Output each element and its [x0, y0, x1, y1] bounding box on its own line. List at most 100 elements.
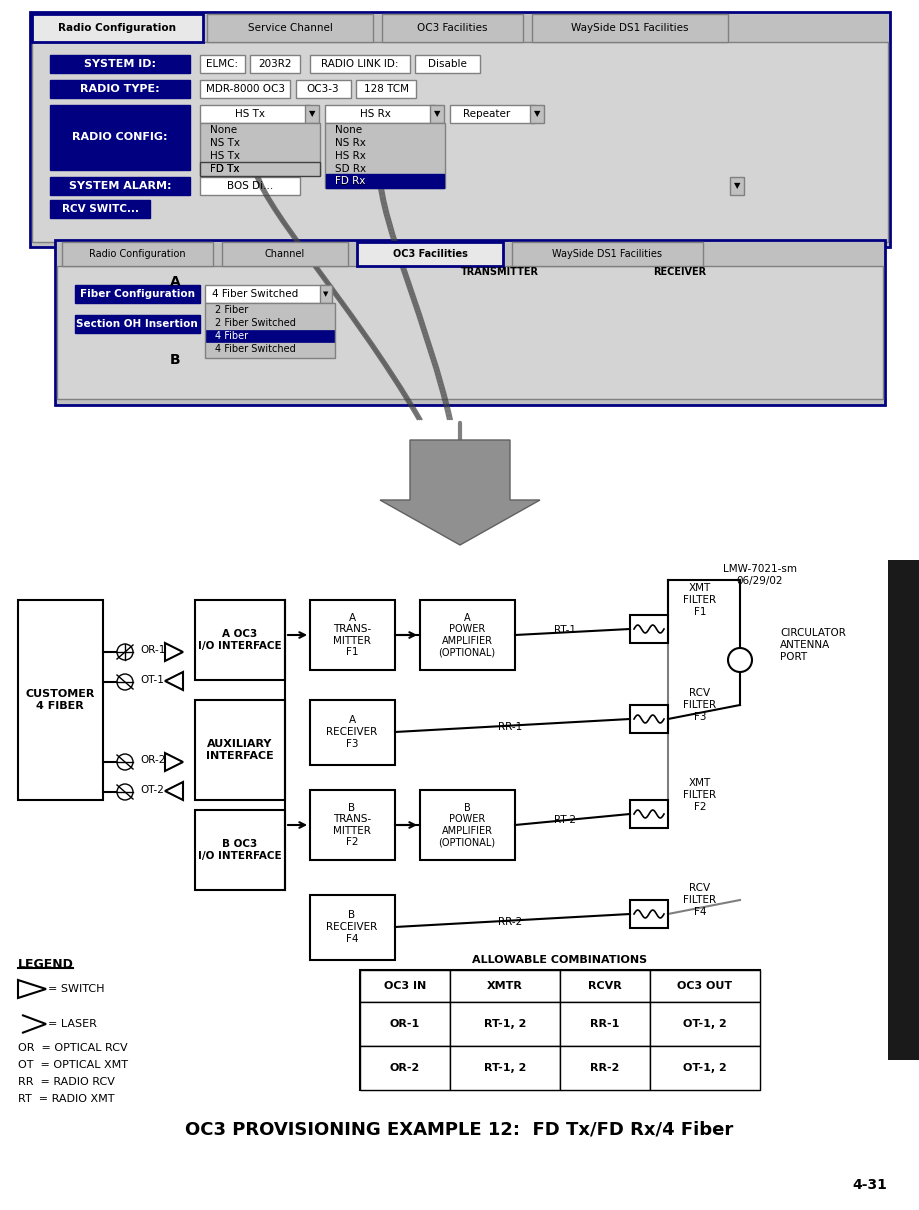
Bar [630, 900, 668, 928]
Text: Radio Configuration: Radio Configuration [59, 23, 176, 33]
Bar [888, 560, 919, 1060]
Text: OC3 IN: OC3 IN [384, 981, 426, 991]
Bar [415, 54, 480, 73]
Bar [420, 600, 515, 670]
Text: RT  = RADIO XMT: RT = RADIO XMT [18, 1094, 115, 1104]
Bar [57, 266, 883, 399]
Bar [200, 80, 290, 98]
Text: NS Rx: NS Rx [335, 138, 366, 148]
Text: A: A [170, 275, 180, 289]
Text: Radio Configuration: Radio Configuration [89, 249, 186, 259]
Bar [450, 1045, 560, 1090]
Polygon shape [165, 753, 183, 771]
Text: FD Rx: FD Rx [335, 175, 366, 186]
Text: RADIO LINK ID:: RADIO LINK ID: [322, 59, 399, 69]
Text: OT-1: OT-1 [140, 675, 164, 685]
Bar [650, 1045, 760, 1090]
Text: 4-31: 4-31 [853, 1179, 888, 1192]
Bar [512, 242, 703, 266]
Text: 4 Fiber Switched: 4 Fiber Switched [212, 289, 298, 299]
Text: OT-2: OT-2 [140, 785, 164, 795]
Bar [195, 600, 285, 680]
Text: HS Tx: HS Tx [235, 109, 265, 119]
Text: FD Tx: FD Tx [210, 165, 240, 174]
Text: Repeater: Repeater [463, 109, 511, 119]
Text: LEGEND: LEGEND [18, 958, 74, 972]
Text: Fiber Configuration: Fiber Configuration [80, 289, 195, 299]
Text: AUXILIARY
INTERFACE: AUXILIARY INTERFACE [206, 739, 274, 761]
Bar [15, 560, 885, 950]
Text: 4 Fiber Switched: 4 Fiber Switched [215, 344, 296, 355]
Text: Disable: Disable [427, 59, 467, 69]
Text: 203R2: 203R2 [258, 59, 291, 69]
Bar [325, 123, 445, 188]
Text: = LASER: = LASER [48, 1019, 96, 1028]
Text: 2 Fiber: 2 Fiber [215, 305, 248, 315]
Polygon shape [380, 440, 540, 544]
Bar [50, 80, 190, 98]
Bar [55, 240, 885, 405]
Text: 128 TCM: 128 TCM [364, 83, 409, 94]
Bar [530, 105, 544, 123]
Text: A OC3
I/O INTERFACE: A OC3 I/O INTERFACE [199, 629, 282, 651]
Circle shape [117, 644, 133, 659]
Text: RT-2: RT-2 [554, 816, 576, 825]
Text: Channel: Channel [265, 249, 305, 259]
Text: ALLOWABLE COMBINATIONS: ALLOWABLE COMBINATIONS [472, 955, 648, 966]
Bar [650, 970, 760, 1002]
Bar [32, 42, 888, 242]
Bar [200, 177, 300, 195]
Text: RCV
FILTER
F3: RCV FILTER F3 [684, 688, 717, 721]
Text: HS Rx: HS Rx [359, 109, 391, 119]
Bar [630, 800, 668, 828]
Text: TRANSMITTER: TRANSMITTER [461, 267, 539, 277]
Text: ▼: ▼ [309, 109, 315, 119]
Bar [205, 286, 325, 302]
Text: B OC3
I/O INTERFACE: B OC3 I/O INTERFACE [199, 840, 282, 860]
Text: A
POWER
AMPLIFIER
(OPTIONAL): A POWER AMPLIFIER (OPTIONAL) [438, 612, 495, 657]
Text: RR  = RADIO RCV: RR = RADIO RCV [18, 1077, 115, 1087]
Text: OC3 PROVISIONING EXAMPLE 12:  FD Tx/FD Rx/4 Fiber: OC3 PROVISIONING EXAMPLE 12: FD Tx/FD Rx… [185, 1120, 733, 1139]
Bar [450, 105, 535, 123]
Text: B
POWER
AMPLIFIER
(OPTIONAL): B POWER AMPLIFIER (OPTIONAL) [438, 802, 495, 847]
Text: RT-1, 2: RT-1, 2 [483, 1019, 527, 1028]
Text: = SWITCH: = SWITCH [48, 984, 105, 993]
Bar [200, 162, 320, 175]
Text: OT-1, 2: OT-1, 2 [683, 1064, 727, 1073]
Bar [630, 705, 668, 733]
Text: SYSTEM ALARM:: SYSTEM ALARM: [69, 182, 171, 191]
Text: OC3 Facilities: OC3 Facilities [392, 249, 468, 259]
Bar [75, 315, 200, 333]
Text: WaySide DS1 Facilities: WaySide DS1 Facilities [552, 249, 663, 259]
Bar [222, 242, 348, 266]
Text: ▼: ▼ [534, 109, 540, 119]
Text: RECEIVER: RECEIVER [653, 267, 707, 277]
Bar [450, 1002, 560, 1045]
Bar [62, 242, 213, 266]
Bar [310, 701, 395, 765]
Bar [200, 54, 245, 73]
Text: A
RECEIVER
F3: A RECEIVER F3 [326, 715, 378, 749]
Bar [305, 105, 319, 123]
Text: OR-2: OR-2 [390, 1064, 420, 1073]
Bar [360, 1045, 450, 1090]
Bar [430, 105, 444, 123]
Bar [310, 54, 410, 73]
Text: OR-1: OR-1 [390, 1019, 420, 1028]
Bar [360, 970, 450, 1002]
Bar [310, 895, 395, 960]
Bar [730, 177, 744, 195]
Bar [650, 1002, 760, 1045]
Text: RR-1: RR-1 [590, 1019, 619, 1028]
Text: RR-1: RR-1 [498, 722, 522, 732]
Circle shape [117, 754, 133, 770]
Text: BOS Di...: BOS Di... [227, 182, 273, 191]
Text: A
TRANS-
MITTER
F1: A TRANS- MITTER F1 [333, 612, 371, 657]
Text: OR  = OPTICAL RCV: OR = OPTICAL RCV [18, 1043, 128, 1053]
Text: SYSTEM ID:: SYSTEM ID: [84, 59, 156, 69]
Polygon shape [165, 782, 183, 800]
Text: OR-1: OR-1 [140, 645, 165, 655]
Text: B
RECEIVER
F4: B RECEIVER F4 [326, 910, 378, 944]
Text: B
TRANS-
MITTER
F2: B TRANS- MITTER F2 [333, 802, 371, 847]
Text: RR-2: RR-2 [498, 917, 522, 927]
